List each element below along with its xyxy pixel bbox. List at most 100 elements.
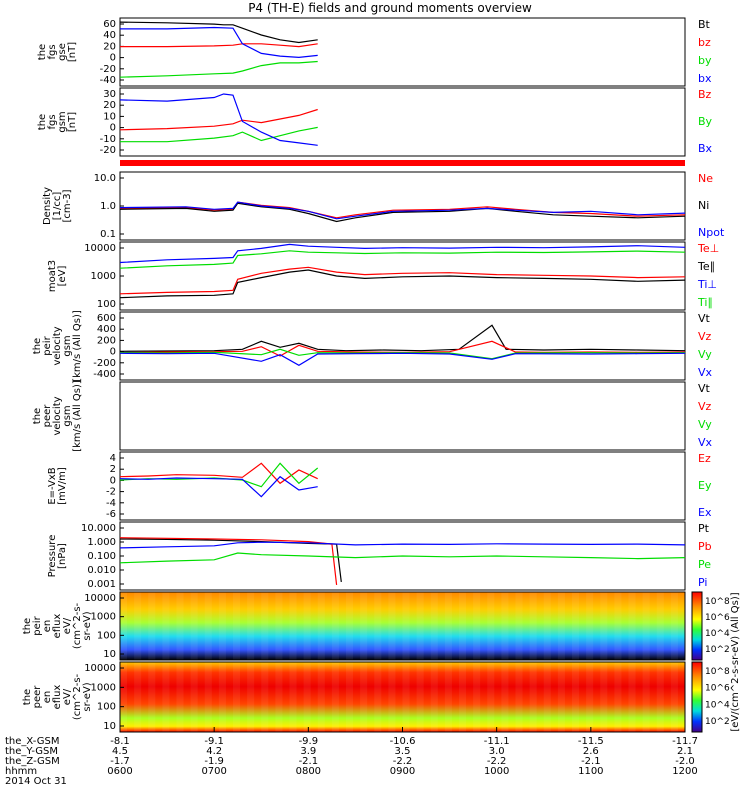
x-axis-value: -2.1 (581, 756, 601, 767)
legend-entry: Pi (698, 576, 707, 589)
y-tick-label: 1000 (91, 612, 116, 623)
x-axis-value: 2.6 (583, 746, 599, 757)
y-tick-label: 10 (103, 649, 116, 660)
y-tick-label: 400 (97, 324, 116, 335)
heatmap-image (120, 592, 685, 660)
colorbar-tick-label: 10^6 (705, 684, 730, 694)
y-axis-label: peer (32, 685, 43, 709)
panel-4: moat3 [eV] 10000 1000 100 Te⊥ Te∥ Ti⊥ Ti∥ (47, 241, 719, 311)
legend-entry: Ne (698, 172, 713, 185)
legend-entry: Ni (698, 199, 709, 212)
colorbar-tick-label: 10^8 (705, 667, 730, 677)
series-line-bx (120, 26, 318, 59)
x-axis-row-label: hhmm (5, 766, 37, 777)
y-tick-label: 60 (103, 19, 116, 30)
x-axis-value: -9.1 (204, 736, 224, 747)
y-axis-label: sr-eV) (82, 682, 93, 711)
x-axis-value: 4.2 (206, 746, 222, 757)
x-axis-value: -9.9 (299, 736, 319, 747)
x-axis-value: -11.1 (484, 736, 510, 747)
legend-entry: Vz (698, 330, 712, 343)
y-axis-label: peir (32, 615, 43, 635)
y-axis-label: eV/ (62, 688, 73, 705)
series-line-Ez (119, 462, 318, 485)
y-axis-label: the (37, 114, 48, 130)
y-axis-label: Pressure (47, 535, 58, 578)
panel-frame (119, 381, 686, 451)
y-tick-label: 100 (97, 299, 116, 310)
data-quality-band (120, 160, 685, 166)
y-axis-label: the (37, 44, 48, 60)
y-axis-label: (cm^2-s- (72, 602, 83, 649)
legend-entry: Ez (698, 452, 711, 465)
legend-entry: Bt (698, 18, 711, 31)
colorbar-tick-label: 10^8 (705, 597, 730, 607)
x-axis-value: 0800 (296, 766, 321, 777)
y-tick-label: 0.100 (87, 551, 116, 562)
y-tick-label: 10000 (84, 243, 116, 254)
series-line-Ex (119, 475, 318, 498)
legend-entry: Npot (698, 226, 725, 239)
series-line-bz (120, 43, 318, 48)
y-tick-label: 200 (97, 335, 116, 346)
x-axis-value: -8.1 (110, 736, 130, 747)
colorbar (691, 591, 703, 661)
x-axis-value: -11.5 (578, 736, 604, 747)
legend-entry: By (698, 115, 713, 128)
x-axis-value: 4.5 (112, 746, 128, 757)
legend-entry: bz (698, 36, 711, 49)
series-line-Ti⊥ (119, 243, 686, 264)
y-tick-label: 10 (103, 111, 116, 122)
series-line-Pt (119, 538, 342, 582)
x-axis-value: 0900 (390, 766, 415, 777)
y-tick-label: 0.001 (87, 579, 116, 590)
legend-entry: Ex (698, 506, 712, 519)
y-axis-label: [1/cc] (52, 192, 63, 221)
y-tick-label: 1000 (91, 682, 116, 693)
y-tick-label: 100 (97, 630, 116, 641)
x-axis-value: 2.1 (677, 746, 693, 757)
y-axis-label: sr-eV) (82, 611, 93, 640)
y-tick-label: 1.000 (87, 537, 116, 548)
legend-entry: Vz (698, 400, 712, 413)
legend-entry: Pb (698, 540, 712, 553)
y-axis-label: [eV] (57, 266, 68, 287)
y-axis-label: the (22, 689, 33, 705)
legend-entry: Vt (698, 382, 711, 395)
x-axis-value: -2.0 (675, 756, 695, 767)
series-line-Vx (119, 352, 686, 366)
y-axis-label: peir (42, 335, 53, 355)
panel-frame (119, 17, 686, 87)
panel-frame (119, 451, 686, 521)
y-tick-label: 0 (110, 475, 116, 486)
x-axis-value: 1100 (578, 766, 603, 777)
y-tick-label: 20 (103, 41, 116, 52)
x-axis-value: -11.7 (672, 736, 698, 747)
legend-entry: Te⊥ (697, 242, 719, 255)
x-axis-value: 3.0 (489, 746, 505, 757)
y-axis-label: eflux (52, 685, 63, 710)
legend-entry: Pt (698, 522, 710, 535)
y-tick-label: -20 (100, 64, 116, 75)
legend-entry: Ey (698, 479, 712, 492)
series-line-Bz (119, 108, 318, 131)
x-axis-value: 1000 (484, 766, 509, 777)
legend-entry: Ti⊥ (697, 278, 717, 291)
series-line-Vy (119, 348, 686, 360)
legend-entry: Pe (698, 558, 711, 571)
y-axis-label: en (42, 691, 53, 704)
series-line-Vt (119, 324, 686, 352)
y-axis-label: eflux (52, 614, 63, 639)
legend-entry: Vy (698, 418, 712, 431)
legend-entry: Vx (698, 366, 713, 379)
y-axis-label: moat3 (47, 260, 58, 292)
panel-frame (119, 87, 686, 157)
heatmap-image (120, 662, 685, 732)
y-axis-label: gse (57, 43, 68, 61)
y-axis-label: gsm (62, 405, 73, 426)
y-tick-label: -6 (106, 509, 116, 520)
x-axis-value: -1.9 (204, 756, 224, 767)
